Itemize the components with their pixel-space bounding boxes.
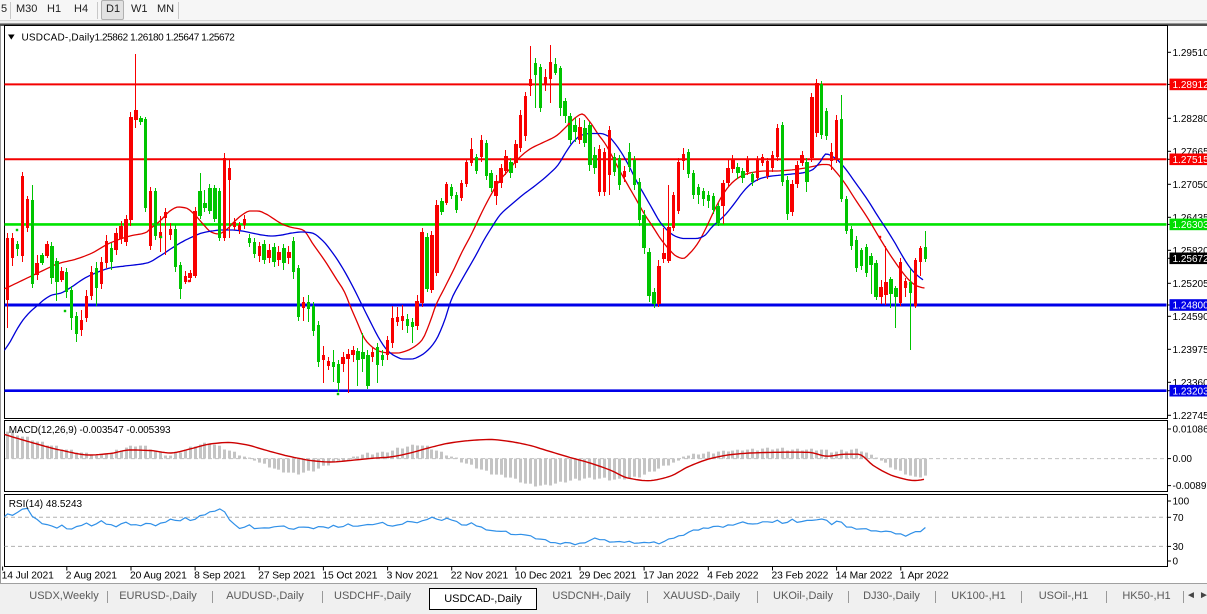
svg-text:1.27050: 1.27050	[1173, 180, 1207, 191]
svg-text:1.23360: 1.23360	[1173, 378, 1207, 389]
svg-text:70: 70	[1173, 513, 1185, 524]
svg-text:1.27665: 1.27665	[1173, 147, 1207, 158]
svg-text:1.25862 1.26180 1.25647 1.2567: 1.25862 1.26180 1.25647 1.25672	[95, 32, 236, 43]
svg-text:4 Feb 2022: 4 Feb 2022	[707, 571, 758, 582]
svg-text:2 Aug 2021: 2 Aug 2021	[66, 571, 117, 582]
svg-text:1.26303: 1.26303	[1173, 220, 1207, 231]
svg-text:0.010865: 0.010865	[1173, 425, 1207, 436]
svg-text:1.28912: 1.28912	[1173, 80, 1207, 91]
svg-text:1.26435: 1.26435	[1173, 213, 1207, 224]
svg-text:3 Nov 2021: 3 Nov 2021	[387, 571, 439, 582]
svg-text:1.22745: 1.22745	[1173, 411, 1207, 422]
svg-text:27 Sep 2021: 27 Sep 2021	[258, 571, 316, 582]
svg-text:USDCAD-,Daily: USDCAD-,Daily	[22, 32, 95, 43]
svg-text:1.23203: 1.23203	[1173, 386, 1207, 397]
svg-text:100: 100	[1173, 497, 1190, 508]
svg-text:1.27515: 1.27515	[1173, 155, 1207, 166]
svg-text:1.29510: 1.29510	[1173, 48, 1207, 59]
svg-text:14 Mar 2022: 14 Mar 2022	[836, 571, 893, 582]
svg-text:20 Aug 2021: 20 Aug 2021	[130, 571, 187, 582]
svg-text:0.00: 0.00	[1173, 454, 1193, 465]
svg-text:1.24800: 1.24800	[1173, 301, 1207, 312]
svg-text:23 Feb 2022: 23 Feb 2022	[772, 571, 829, 582]
svg-text:MACD(12,26,9) -0.003547 -0.005: MACD(12,26,9) -0.003547 -0.005393	[9, 425, 171, 436]
svg-text:1.24590: 1.24590	[1173, 312, 1207, 323]
svg-text:10 Dec 2021: 10 Dec 2021	[515, 571, 573, 582]
svg-text:1.28280: 1.28280	[1173, 114, 1207, 125]
svg-text:1.25820: 1.25820	[1173, 246, 1207, 257]
svg-text:30: 30	[1173, 542, 1185, 553]
svg-text:RSI(14) 48.5243: RSI(14) 48.5243	[9, 499, 83, 510]
svg-text:1.25205: 1.25205	[1173, 279, 1207, 290]
svg-text:14 Jul 2021: 14 Jul 2021	[2, 571, 55, 582]
svg-text:-0.00897: -0.00897	[1173, 481, 1207, 492]
svg-text:1.25672: 1.25672	[1173, 254, 1207, 265]
svg-text:1.23975: 1.23975	[1173, 345, 1207, 356]
svg-text:15 Oct 2021: 15 Oct 2021	[322, 571, 377, 582]
svg-text:29 Dec 2021: 29 Dec 2021	[579, 571, 637, 582]
svg-text:22 Nov 2021: 22 Nov 2021	[451, 571, 509, 582]
svg-text:1 Apr 2022: 1 Apr 2022	[900, 571, 949, 582]
svg-text:0: 0	[1173, 557, 1179, 568]
svg-text:17 Jan 2022: 17 Jan 2022	[643, 571, 699, 582]
svg-text:8 Sep 2021: 8 Sep 2021	[194, 571, 246, 582]
